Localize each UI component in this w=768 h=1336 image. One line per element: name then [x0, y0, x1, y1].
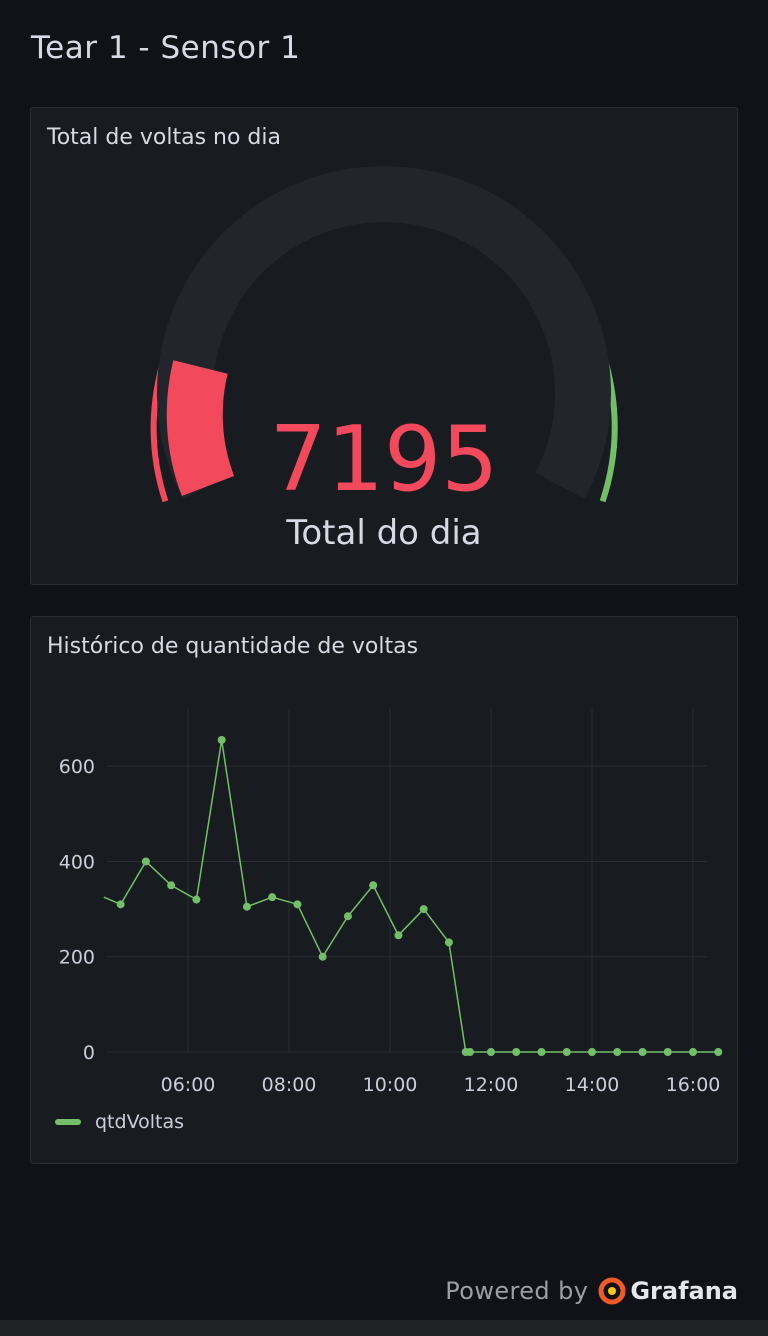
gauge: 7195 Total do dia [150, 166, 618, 553]
y-tick-label: 0 [83, 1042, 95, 1064]
grafana-brand-text: Grafana [630, 1277, 738, 1305]
x-tick-label: 14:00 [565, 1074, 620, 1096]
gauge-panel-title[interactable]: Total de voltas no dia [47, 125, 281, 150]
legend-swatch [55, 1119, 81, 1125]
data-point [487, 1048, 495, 1056]
data-point [217, 735, 226, 744]
data-point [613, 1048, 622, 1056]
y-tick-label: 400 [59, 851, 95, 873]
data-point [343, 912, 352, 921]
timeseries-chart[interactable]: 0 200 400 600 06:00 08:00 10:00 12:00 14:00 16:00 [31, 617, 739, 1165]
legend-label[interactable]: qtdVoltas [95, 1111, 184, 1133]
data-point [638, 1048, 647, 1056]
x-tick-label: 08:00 [262, 1074, 317, 1096]
dashboard-title: Tear 1 - Sensor 1 [31, 30, 301, 66]
data-point [444, 938, 453, 947]
data-point [663, 1048, 672, 1056]
data-point [588, 1048, 596, 1056]
data-point [268, 893, 277, 902]
data-point [116, 900, 125, 909]
data-point [242, 902, 251, 911]
timeseries-panel: Histórico de quantidade de voltas 0 200 40… [30, 616, 738, 1164]
data-point [318, 952, 327, 961]
data-point [419, 905, 428, 914]
grid [107, 709, 707, 1053]
gauge-label: Total do dia [285, 513, 481, 553]
gauge-value: 7195 [269, 407, 498, 512]
gauge-value-arc [166, 360, 235, 497]
grafana-logo-icon [598, 1277, 626, 1305]
x-tick-label: 16:00 [666, 1074, 721, 1096]
data-point [689, 1048, 697, 1056]
x-tick-label: 10:00 [363, 1074, 418, 1096]
y-tick-label: 200 [59, 947, 95, 969]
data-point [141, 857, 150, 866]
legend[interactable]: qtdVoltas [55, 1111, 184, 1133]
gauge-panel: Total de voltas no dia 7195 Total do dia [30, 107, 738, 585]
data-point [512, 1048, 521, 1056]
bottom-bar [0, 1320, 768, 1336]
data-point [369, 881, 378, 890]
data-point [293, 900, 302, 909]
powered-by-text: Powered by [445, 1277, 589, 1305]
y-tick-label: 600 [59, 756, 95, 778]
data-point [562, 1048, 571, 1056]
gauge-track [157, 166, 611, 500]
axes: 0 200 400 600 06:00 08:00 10:00 12:00 14:00 16:00 [59, 756, 721, 1096]
timeseries-panel-title[interactable]: Histórico de quantidade de voltas [47, 634, 419, 659]
x-tick-label: 12:00 [464, 1074, 519, 1096]
data-point [192, 895, 201, 904]
grafana-link[interactable]: Grafana [598, 1276, 738, 1306]
data-point [714, 1048, 723, 1056]
data-point [537, 1048, 546, 1056]
series-qtdvoltas [103, 735, 723, 1056]
footer: Powered by Grafana [445, 1276, 738, 1306]
data-point [394, 931, 403, 940]
data-point [465, 1048, 474, 1056]
x-tick-label: 06:00 [161, 1074, 216, 1096]
data-point [167, 881, 176, 890]
